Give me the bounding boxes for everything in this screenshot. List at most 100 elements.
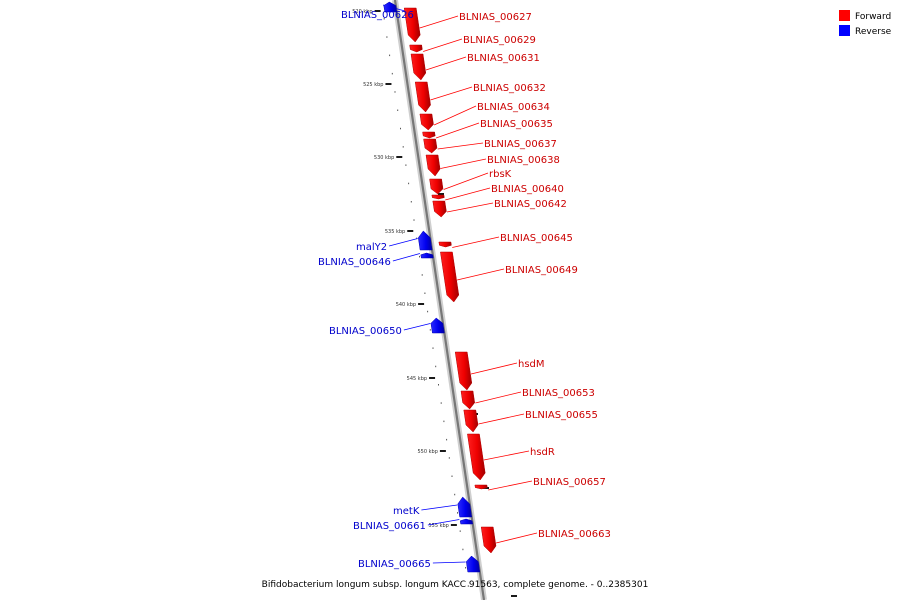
scale-dots xyxy=(383,18,469,587)
tick-label: 555 kbp xyxy=(428,523,448,529)
gene-label-metk[interactable]: metK xyxy=(393,506,420,517)
gene-feature-blnias_00626[interactable] xyxy=(383,1,398,13)
leader-line xyxy=(488,480,533,491)
gene-feature-blnias_00657[interactable] xyxy=(474,484,488,490)
gene-label-blnias_00646[interactable]: BLNIAS_00646 xyxy=(318,257,391,268)
gene-label-blnias_00627[interactable]: BLNIAS_00627 xyxy=(459,12,532,23)
leader-line xyxy=(475,391,522,404)
leader-line xyxy=(389,238,418,247)
scale-dot xyxy=(386,36,388,38)
leader-line xyxy=(433,105,477,126)
leader-line xyxy=(425,56,467,71)
gene-feature-blnias_00629[interactable] xyxy=(409,44,423,53)
gene-label-blnias_00650[interactable]: BLNIAS_00650 xyxy=(329,326,402,337)
gene-feature-maly2[interactable] xyxy=(418,230,433,251)
leader-line xyxy=(470,362,518,375)
gene-feature-blnias_00661[interactable] xyxy=(459,518,473,525)
scale-dot xyxy=(397,109,399,111)
scale-dot xyxy=(459,530,461,532)
gene-label-blnias_00634[interactable]: BLNIAS_00634 xyxy=(477,102,550,113)
gene-feature-blnias_00632[interactable] xyxy=(414,81,431,113)
gene-label-blnias_00637[interactable]: BLNIAS_00637 xyxy=(484,139,557,150)
gene-label-hsdm[interactable]: hsdM xyxy=(518,359,545,370)
gene-label-maly2[interactable]: malY2 xyxy=(356,242,387,253)
gene-label-blnias_00655[interactable]: BLNIAS_00655 xyxy=(525,410,598,421)
gene-feature-blnias_00638[interactable] xyxy=(425,154,441,177)
gene-feature-blnias_00640[interactable] xyxy=(431,194,445,200)
leader-line xyxy=(421,504,458,511)
gene-feature-blnias_00637[interactable] xyxy=(423,138,438,154)
tick-label: 535 kbp xyxy=(385,229,405,235)
gene-feature-blnias_00646[interactable] xyxy=(420,252,434,259)
gene-label-blnias_00629[interactable]: BLNIAS_00629 xyxy=(463,35,536,46)
scale-dot xyxy=(467,585,469,587)
leader-line xyxy=(452,236,500,248)
scale-dot xyxy=(446,438,448,441)
scale-dot xyxy=(429,329,431,331)
scale-dot xyxy=(435,365,437,368)
scale-dot xyxy=(465,567,467,569)
gene-feature-hsdm[interactable] xyxy=(454,351,473,391)
gene-feature-blnias_00631[interactable] xyxy=(410,53,427,81)
tick-label: 550 kbp xyxy=(418,449,438,455)
gene-label-blnias_00635[interactable]: BLNIAS_00635 xyxy=(480,119,553,130)
gene-feature-blnias_00665[interactable] xyxy=(466,555,481,573)
gene-feature-metk[interactable] xyxy=(457,496,472,518)
gene-features xyxy=(383,1,497,573)
tick-label: 545 kbp xyxy=(407,376,427,382)
gene-label-blnias_00649[interactable]: BLNIAS_00649 xyxy=(505,265,578,276)
gene-label-blnias_00663[interactable]: BLNIAS_00663 xyxy=(538,529,611,540)
gene-feature-blnias_00634[interactable] xyxy=(419,113,434,131)
gene-label-hsdr[interactable]: hsdR xyxy=(530,447,555,458)
gene-feature-blnias_00635[interactable] xyxy=(422,131,436,139)
scale-dot xyxy=(462,548,464,551)
leader-line xyxy=(446,202,494,213)
gene-feature-blnias_00650[interactable] xyxy=(430,317,445,334)
leader-line xyxy=(456,268,505,281)
scale-dot xyxy=(391,72,393,75)
leader-line xyxy=(443,172,489,190)
gene-feature-blnias_00655[interactable] xyxy=(463,409,479,433)
gene-feature-hsdr[interactable] xyxy=(467,433,486,481)
gene-label-blnias_00661[interactable]: BLNIAS_00661 xyxy=(353,521,426,532)
legend-forward-swatch xyxy=(839,10,850,21)
tick-label: 525 kbp xyxy=(363,82,383,88)
scale-dot xyxy=(408,182,410,185)
legend-reverse-label: Reverse xyxy=(855,27,892,37)
scale-dot xyxy=(419,255,420,258)
scale-dot xyxy=(432,347,434,349)
gene-feature-blnias_00649[interactable] xyxy=(440,251,460,303)
scale-dot xyxy=(457,512,458,514)
gene-label-blnias_00626[interactable]: BLNIAS_00626 xyxy=(341,10,414,21)
gene-label-rbsk[interactable]: rbsK xyxy=(489,169,512,180)
gene-feature-blnias_00627[interactable] xyxy=(403,7,421,43)
gene-label-blnias_00657[interactable]: BLNIAS_00657 xyxy=(533,477,606,488)
gene-labels: BLNIAS_00626 BLNIAS_00627 BLNIAS_00629 BLNI… xyxy=(318,10,611,570)
scale-dot xyxy=(440,402,442,404)
gene-feature-blnias_00645[interactable] xyxy=(438,241,452,248)
gene-label-blnias_00653[interactable]: BLNIAS_00653 xyxy=(522,388,595,399)
leader-line xyxy=(432,561,466,564)
gene-label-blnias_00645[interactable]: BLNIAS_00645 xyxy=(500,233,573,244)
gene-label-blnias_00638[interactable]: BLNIAS_00638 xyxy=(487,155,560,166)
gene-label-blnias_00665[interactable]: BLNIAS_00665 xyxy=(358,559,431,570)
scale-dot xyxy=(394,91,396,93)
scale-dot xyxy=(427,310,429,313)
leader-line xyxy=(440,158,487,169)
leader-line xyxy=(437,142,484,150)
gene-label-blnias_00642[interactable]: BLNIAS_00642 xyxy=(494,199,567,210)
gene-label-blnias_00640[interactable]: BLNIAS_00640 xyxy=(491,184,564,195)
gene-label-blnias_00631[interactable]: BLNIAS_00631 xyxy=(467,53,540,64)
legend: Forward Reverse xyxy=(839,10,892,37)
tick-label: 520 kbp xyxy=(352,9,372,15)
scale-dot xyxy=(389,54,391,57)
gene-feature-blnias_00653[interactable] xyxy=(460,390,475,410)
gene-feature-blnias_00663[interactable] xyxy=(480,526,497,554)
gene-label-blnias_00632[interactable]: BLNIAS_00632 xyxy=(473,83,546,94)
gene-feature-rbsk[interactable] xyxy=(429,178,444,195)
leader-line xyxy=(483,450,530,461)
scale-dot xyxy=(383,18,385,20)
gene-feature-blnias_00642[interactable] xyxy=(432,200,447,218)
scale-dot xyxy=(448,457,450,459)
